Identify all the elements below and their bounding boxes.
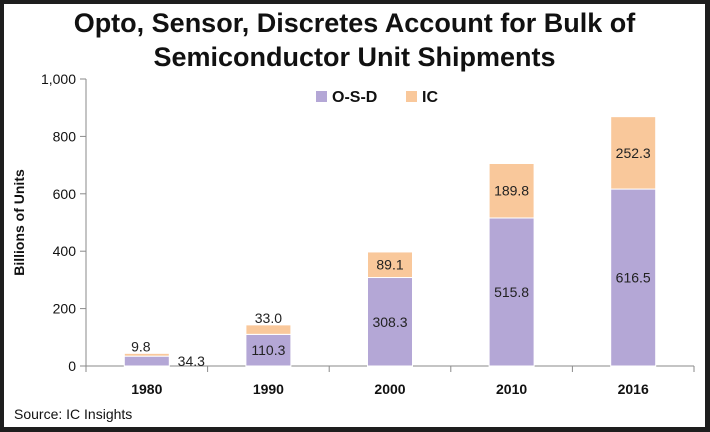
bar-ic-2016 bbox=[610, 116, 657, 190]
x-tick-label: 1980 bbox=[131, 381, 162, 397]
data-label-ic-2010: 189.8 bbox=[494, 183, 529, 199]
data-label-osd-2010: 515.8 bbox=[494, 284, 529, 300]
bar-o-s-d-1980 bbox=[123, 355, 170, 367]
chart-frame: Opto, Sensor, Discretes Account for Bulk… bbox=[4, 4, 705, 427]
data-label-osd-2016: 616.5 bbox=[616, 270, 651, 286]
legend-label-ic: IC bbox=[422, 89, 438, 106]
bar-o-s-d-1990 bbox=[245, 333, 292, 367]
legend-swatch-ic bbox=[406, 91, 417, 102]
y-tick-label: 800 bbox=[53, 128, 77, 144]
x-tick-label: 1990 bbox=[253, 381, 284, 397]
bars bbox=[123, 116, 657, 367]
data-labels: 34.3 9.8 110.3 33.0 308.3 89.1 515.8 189.8 616.5… bbox=[131, 145, 651, 369]
bar-o-s-d-2010 bbox=[488, 217, 535, 367]
x-tick-label: 2000 bbox=[374, 381, 405, 397]
stacked-bar-chart: 0 200 400 600 800 1,000 Billions of Units 1980 1… bbox=[11, 71, 695, 397]
data-label-ic-2016: 252.3 bbox=[616, 145, 651, 161]
bar-ic-2000 bbox=[367, 251, 413, 279]
x-tick-label: 2010 bbox=[496, 381, 527, 397]
bar-o-s-d-2000 bbox=[367, 277, 413, 367]
y-tick-label: 0 bbox=[68, 358, 76, 374]
bar-ic-1980 bbox=[123, 352, 170, 357]
legend-label-o-s-d: O-S-D bbox=[332, 89, 377, 106]
y-tick-label: 200 bbox=[53, 301, 77, 317]
chart-title: Opto, Sensor, Discretes Account for Bulk… bbox=[4, 6, 705, 74]
bar-ic-1990 bbox=[245, 324, 292, 335]
chart-title-line-2: Semiconductor Unit Shipments bbox=[153, 42, 556, 72]
data-label-ic-2000: 89.1 bbox=[376, 257, 403, 273]
x-tick-label: 2016 bbox=[618, 381, 649, 397]
data-label-ic-1990: 33.0 bbox=[255, 310, 282, 326]
data-label-osd-2000: 308.3 bbox=[372, 314, 407, 330]
y-tick-label: 1,000 bbox=[41, 71, 76, 87]
data-label-osd-1990: 110.3 bbox=[251, 342, 285, 358]
chart-title-line-1: Opto, Sensor, Discretes Account for Bulk… bbox=[73, 8, 636, 38]
legend-swatch-o-s-d bbox=[316, 91, 327, 102]
axes: 0 200 400 600 800 1,000 Billions of Units 1980 1… bbox=[11, 71, 695, 397]
bar-ic-2010 bbox=[488, 162, 535, 219]
y-axis-title: Billions of Units bbox=[11, 169, 27, 276]
data-label-ic-1980: 9.8 bbox=[131, 338, 151, 354]
legend: O-S-D IC bbox=[316, 89, 438, 106]
source-note: Source: IC Insights bbox=[14, 406, 133, 422]
data-label-osd-1980: 34.3 bbox=[178, 353, 205, 369]
y-tick-label: 400 bbox=[53, 243, 77, 259]
y-tick-label: 600 bbox=[53, 186, 77, 202]
